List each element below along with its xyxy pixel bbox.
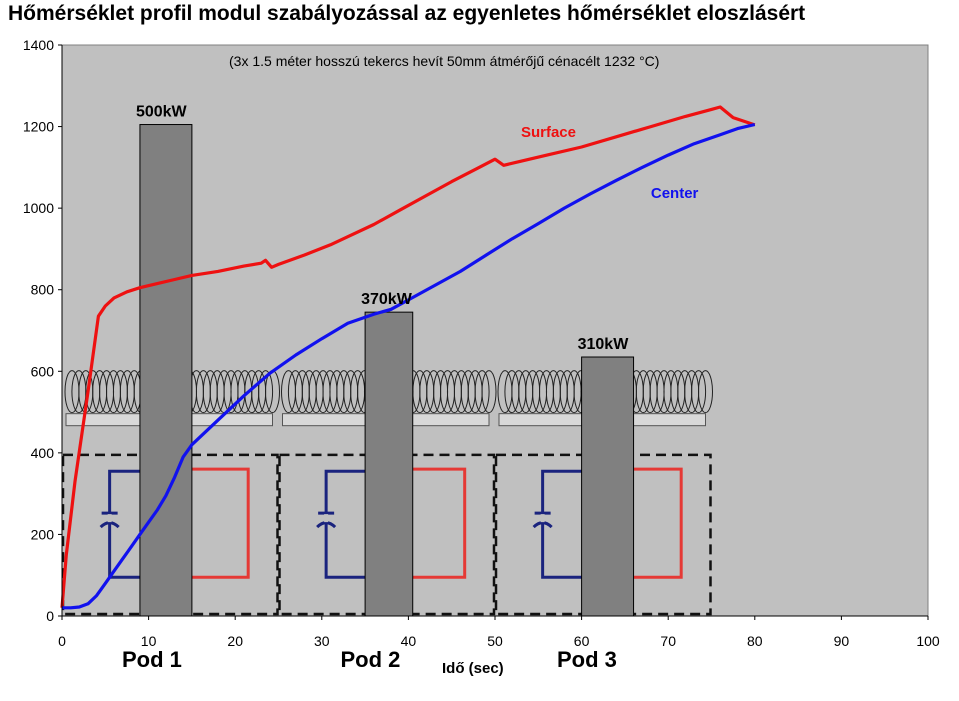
y-tick-label: 1000 <box>23 200 54 216</box>
x-tick-label: 100 <box>916 633 940 649</box>
x-tick-label: 70 <box>660 633 676 649</box>
power-bar <box>581 356 635 617</box>
coil-loop <box>258 370 274 414</box>
x-tick-label: 0 <box>58 633 66 649</box>
pod-label: Pod 2 <box>341 647 401 672</box>
y-tick-label: 0 <box>46 608 54 624</box>
capacitor-gap <box>107 514 112 523</box>
power-bar-label: 310kW <box>578 336 630 353</box>
series-line-center <box>62 122 756 610</box>
x-tick-label: 20 <box>227 633 243 649</box>
y-tick-label: 1400 <box>23 37 54 53</box>
chart-subtitle: (3x 1.5 méter hosszú tekercs hevít 50mm … <box>229 53 659 69</box>
capacitor-plate <box>99 521 120 529</box>
x-tick-label: 30 <box>314 633 330 649</box>
series-label: Center <box>651 185 699 202</box>
x-tick-label: 40 <box>401 633 417 649</box>
power-bar <box>364 311 414 617</box>
power-bar-label: 370kW <box>361 291 413 308</box>
pod-label: Pod 3 <box>557 647 617 672</box>
coil-loop <box>698 370 713 414</box>
capacitor-gap <box>324 514 329 523</box>
pod-label: Pod 1 <box>122 647 182 672</box>
x-tick-label: 10 <box>141 633 157 649</box>
x-tick-label: 60 <box>574 633 590 649</box>
x-tick-label: 50 <box>487 633 503 649</box>
y-tick-label: 200 <box>31 526 55 542</box>
series-line-surface <box>60 105 756 608</box>
chart-labels: Pod 1 Pod 2 Pod 3 500kW 370kW 310kW Surface Cen… <box>122 104 699 672</box>
y-tick-label: 600 <box>31 363 55 379</box>
capacitor-plate <box>532 521 553 529</box>
power-bar-label: 500kW <box>136 104 188 121</box>
power-bars <box>139 124 635 617</box>
x-axis-label: Idő (sec) <box>442 660 504 677</box>
capacitor-plate <box>316 521 337 529</box>
coil-loop <box>481 370 497 414</box>
capacitor-gap <box>540 514 545 523</box>
series-label: Surface <box>521 124 576 141</box>
x-tick-label: 90 <box>834 633 850 649</box>
y-tick-label: 1200 <box>23 119 54 135</box>
power-bar <box>139 124 193 617</box>
x-axis-ticks: 0 10 20 30 40 50 60 70 80 90 100 <box>58 616 940 649</box>
y-tick-label: 800 <box>31 282 55 298</box>
chart-title: Hőmérséklet profil modul szabályozással … <box>8 2 806 25</box>
y-axis-ticks: 0 200 400 600 800 1000 1200 1400 <box>23 37 62 624</box>
y-tick-label: 400 <box>31 445 55 461</box>
coil-loop <box>474 370 490 414</box>
series-lines <box>60 105 756 610</box>
x-tick-label: 80 <box>747 633 763 649</box>
coil-loop <box>691 370 707 414</box>
